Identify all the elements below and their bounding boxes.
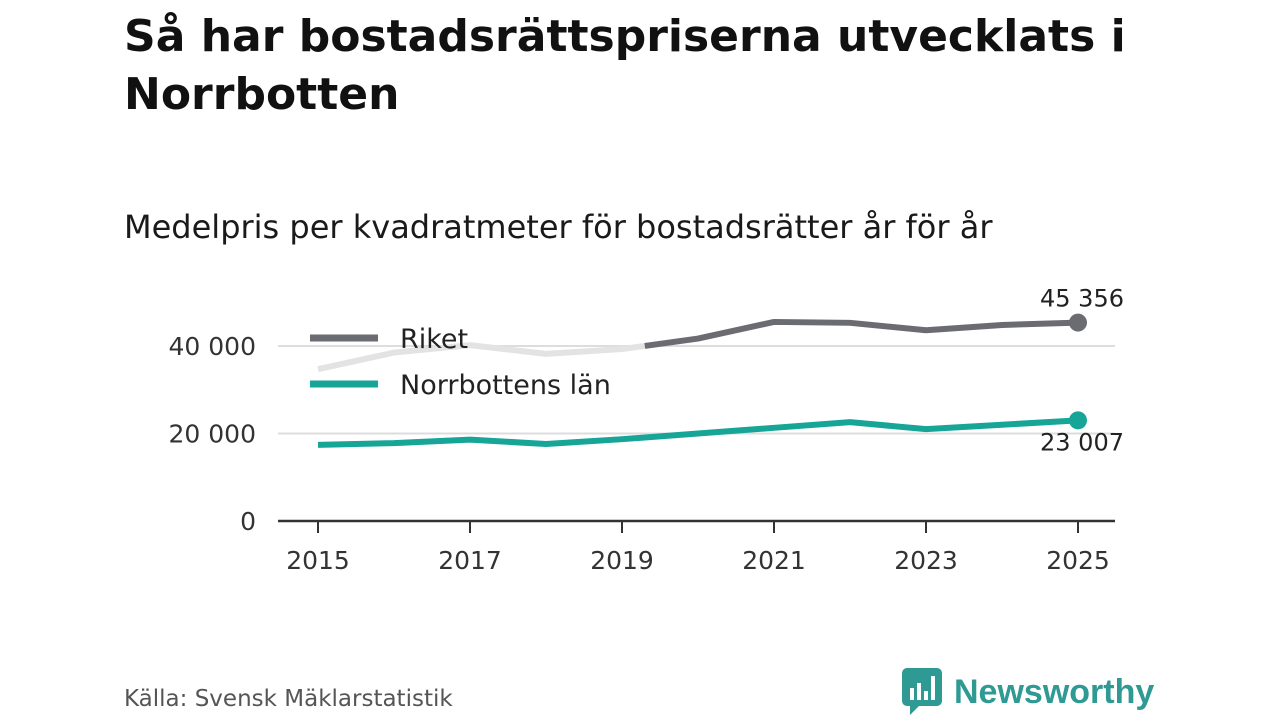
series-line-riket: [644, 318, 1079, 349]
end-label-norrbotten: 23 007: [1040, 428, 1124, 456]
series-line-norrbotten: [317, 417, 1079, 448]
brand-logo: Newsworthy: [902, 668, 1154, 716]
chart-subtitle: Medelpris per kvadratmeter för bostadsrä…: [124, 208, 993, 246]
x-tick-label: 2021: [742, 546, 806, 575]
x-tick-label: 2025: [1046, 546, 1110, 575]
source-note: Källa: Svensk Mäklarstatistik: [124, 686, 453, 712]
brand-name: Newsworthy: [954, 672, 1155, 711]
series-line-riket-faded: [317, 342, 646, 373]
x-tick-label: 2015: [286, 546, 350, 575]
x-tick-label: 2019: [590, 546, 654, 575]
legend-label-norrbotten: Norrbottens län: [400, 370, 611, 401]
newsworthy-logo-icon: [902, 668, 942, 715]
chart-title: Så har bostadsrättspriserna utvecklats i…: [124, 11, 1126, 120]
y-tick-label: 0: [240, 507, 256, 536]
end-point-riket: [1069, 313, 1087, 332]
y-tick-label: 40 000: [169, 332, 256, 361]
legend-label-riket: Riket: [400, 324, 468, 355]
x-tick-label: 2017: [438, 546, 502, 575]
y-tick-label: 20 000: [169, 420, 256, 449]
end-label-riket: 45 356: [1040, 285, 1124, 313]
x-tick-label: 2023: [894, 546, 958, 575]
end-point-norrbotten: [1069, 411, 1087, 430]
